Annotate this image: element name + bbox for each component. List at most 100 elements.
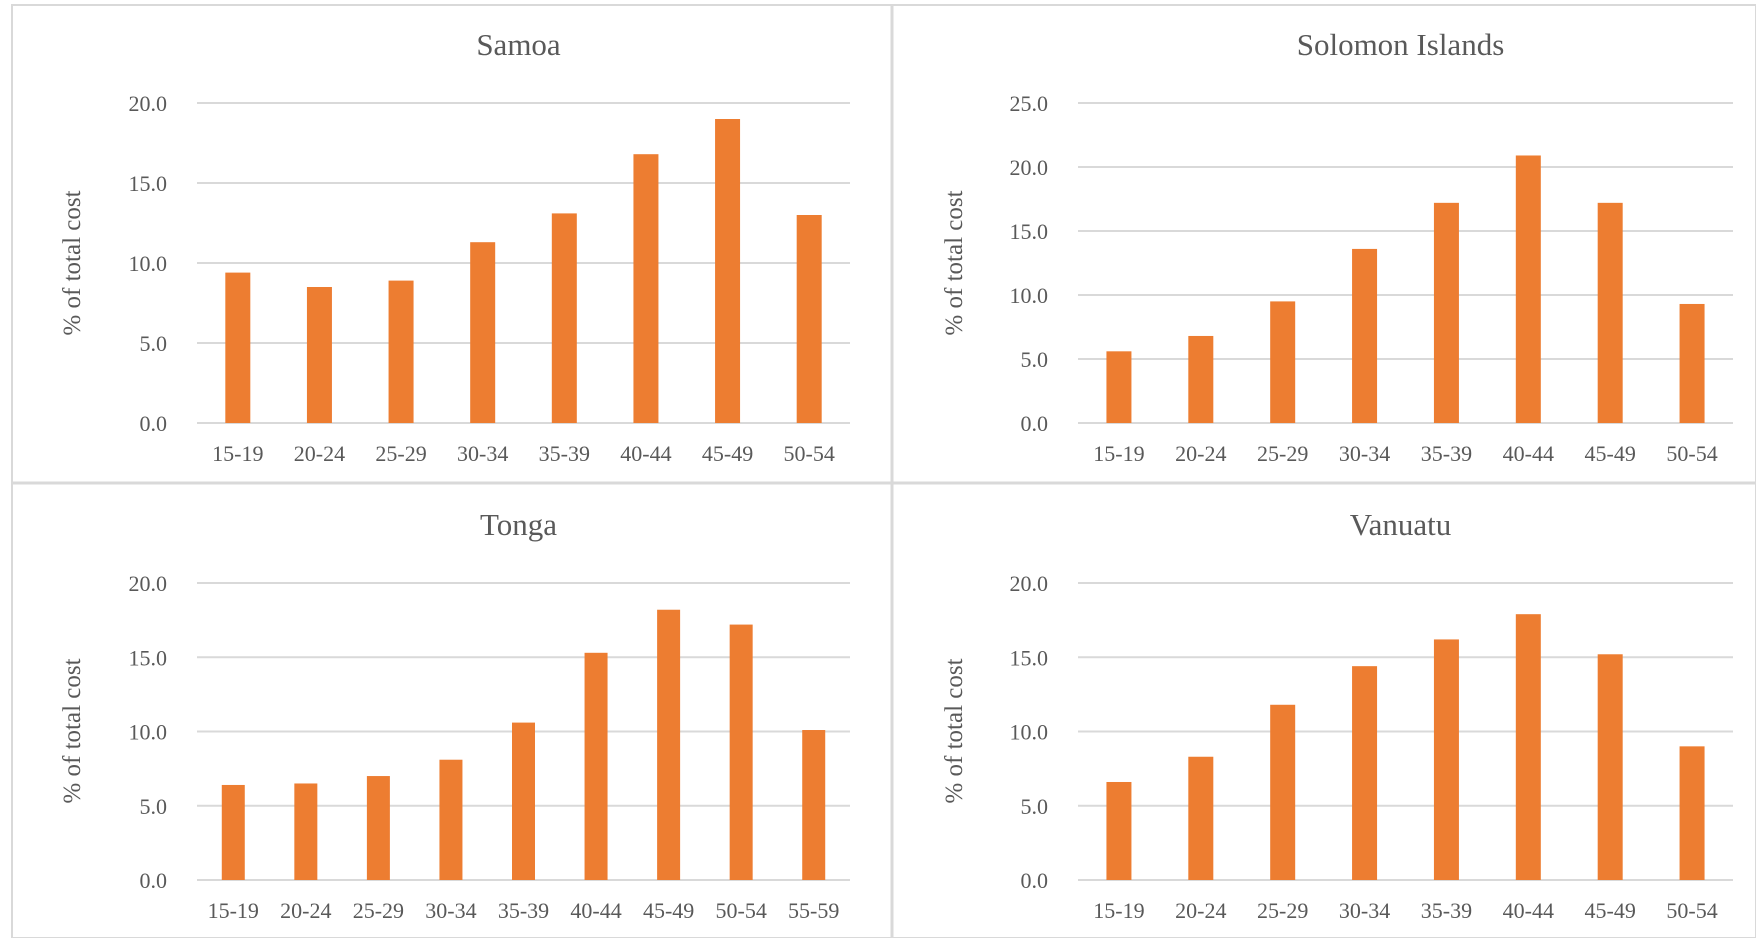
bar-15-19 [221,784,245,880]
y-tick-label: 15.0 [1010,645,1049,670]
y-tick-label: 5.0 [1021,347,1049,372]
bar-50-54 [796,215,822,423]
y-tick-label: 10.0 [1010,720,1049,745]
x-tick-label: 45-49 [702,441,753,466]
x-tick-label: 20-24 [280,898,331,923]
x-tick-label: 25-29 [1257,441,1308,466]
y-tick-label: 15.0 [129,171,168,196]
x-tick-label: 25-29 [1257,898,1308,923]
bar-15-19 [1106,781,1132,880]
x-tick-label: 35-39 [539,441,590,466]
y-tick-label: 20.0 [1010,155,1049,180]
y-tick-label: 5.0 [1021,794,1049,819]
y-axis-label: % of total cost [59,190,86,335]
bar-30-34 [439,759,463,880]
x-tick-label: 35-39 [1421,898,1472,923]
x-tick-label: 55-59 [788,898,839,923]
bar-40-44 [1515,614,1541,880]
bar-45-49 [1597,654,1623,880]
chart-title: Tonga [480,507,557,542]
y-axis-label: % of total cost [941,658,968,803]
x-tick-label: 30-34 [1339,441,1390,466]
bar-25-29 [1270,704,1296,880]
x-tick-label: 20-24 [1175,441,1226,466]
y-tick-label: 15.0 [129,645,168,670]
bar-40-44 [633,154,659,423]
y-tick-label: 0.0 [1021,411,1049,436]
x-tick-label: 50-54 [1666,441,1717,466]
figure-border [11,4,1756,939]
x-tick-label: 30-34 [1339,898,1390,923]
x-tick-label: 40-44 [1503,898,1554,923]
y-tick-label: 10.0 [129,720,168,745]
x-tick-label: 50-54 [1666,898,1717,923]
x-tick-label: 15-19 [1093,441,1144,466]
bar-30-34 [1352,666,1378,880]
bar-20-24 [294,783,318,880]
y-tick-label: 5.0 [140,331,168,356]
y-tick-label: 20.0 [1010,571,1049,596]
bar-25-29 [366,776,390,880]
bar-55-59 [802,730,826,880]
x-tick-label: 40-44 [570,898,621,923]
y-tick-label: 10.0 [1010,283,1049,308]
x-tick-label: 25-29 [353,898,404,923]
y-axis-label: % of total cost [941,190,968,335]
bar-50-54 [729,624,753,880]
chart-panel-3: Vanuatu % of total cost 0.0 5.0 10.0 15.0 20.0… [941,507,1733,923]
y-tick-label: 5.0 [140,794,168,819]
x-tick-label: 15-19 [208,898,259,923]
y-tick-label: 0.0 [1021,868,1049,893]
x-tick-label: 45-49 [1585,898,1636,923]
x-tick-label: 20-24 [1175,898,1226,923]
y-tick-label: 0.0 [140,411,168,436]
chart-title: Vanuatu [1350,507,1452,542]
bar-35-39 [1433,202,1459,423]
chart-panel-2: Tonga % of total cost 0.0 5.0 10.0 15.0 20.0 15… [59,507,850,923]
bar-35-39 [1433,639,1459,880]
bar-20-24 [1188,756,1214,880]
y-tick-label: 15.0 [1010,219,1049,244]
bar-20-24 [306,287,332,423]
chart-panel-1: Solomon Islands % of total cost 0.0 5.0 10.0… [941,27,1733,466]
bar-25-29 [388,280,414,423]
bar-45-49 [1597,202,1623,423]
chart-panel-0: Samoa % of total cost 0.0 5.0 10.0 15.0 20.0 15… [59,27,850,466]
x-tick-label: 40-44 [1503,441,1554,466]
chart-title: Solomon Islands [1297,27,1505,62]
bar-25-29 [1270,301,1296,423]
bar-40-44 [584,652,608,880]
x-tick-label: 15-19 [212,441,263,466]
bar-50-54 [1679,746,1705,880]
x-tick-label: 30-34 [425,898,476,923]
x-tick-label: 50-54 [784,441,835,466]
bar-15-19 [1106,351,1132,423]
x-tick-label: 20-24 [294,441,345,466]
bar-45-49 [715,119,741,423]
x-tick-label: 45-49 [1585,441,1636,466]
chart-title: Samoa [476,27,561,62]
bar-30-34 [470,242,496,423]
x-tick-label: 45-49 [643,898,694,923]
x-tick-label: 30-34 [457,441,508,466]
y-tick-label: 20.0 [129,91,168,116]
x-tick-label: 35-39 [498,898,549,923]
y-tick-label: 10.0 [129,251,168,276]
x-tick-label: 40-44 [620,441,671,466]
bar-45-49 [657,609,681,880]
x-tick-label: 50-54 [716,898,767,923]
y-axis-label: % of total cost [59,658,86,803]
y-tick-label: 25.0 [1010,91,1049,116]
bar-20-24 [1188,335,1214,423]
x-tick-label: 35-39 [1421,441,1472,466]
x-tick-label: 25-29 [375,441,426,466]
y-tick-label: 0.0 [140,868,168,893]
bar-30-34 [1352,248,1378,423]
bar-35-39 [512,722,535,880]
bar-50-54 [1679,303,1705,423]
y-tick-label: 20.0 [129,571,168,596]
bar-15-19 [225,272,251,423]
bar-40-44 [1515,155,1541,424]
